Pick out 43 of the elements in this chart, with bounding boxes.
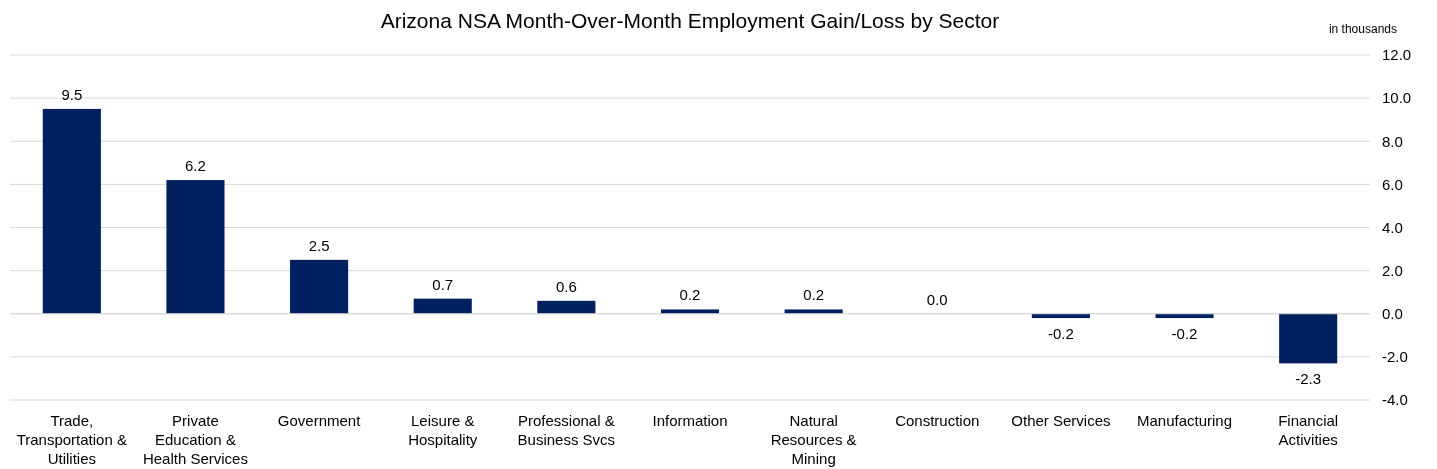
y-tick-label: 6.0	[1382, 175, 1403, 193]
x-tick-label: Other Services	[1011, 412, 1111, 429]
bar	[413, 298, 472, 314]
x-tick-label: Manufacturing	[1137, 412, 1233, 429]
data-label: 0.7	[432, 275, 454, 293]
data-label: -0.2	[1047, 325, 1074, 343]
y-tick-label: 12.0	[1382, 46, 1412, 64]
data-label: 6.2	[185, 157, 206, 175]
data-label: 0.0	[926, 290, 948, 308]
x-tick-label: Leisure & Hospitality	[408, 412, 478, 448]
data-label: -2.3	[1295, 370, 1322, 388]
y-tick-label: -4.0	[1382, 391, 1408, 409]
data-label: 0.6	[555, 277, 577, 295]
x-tick-label: Government	[277, 412, 362, 429]
data-label: 9.5	[61, 85, 83, 103]
y-tick-label: 4.0	[1382, 218, 1403, 236]
bar	[660, 309, 720, 314]
y-tick-label: 0.0	[1382, 305, 1403, 323]
x-tick-label: Private Education & Health Services	[142, 412, 248, 467]
bar	[1279, 313, 1338, 364]
y-tick-label: 8.0	[1382, 132, 1403, 150]
bar	[537, 300, 596, 314]
x-tick-label: Construction	[895, 412, 980, 429]
bar	[1155, 313, 1214, 319]
x-tick-label: Information	[652, 412, 728, 429]
x-tick-label: Natural Resources & Mining	[770, 412, 857, 467]
text: in thousands	[1328, 22, 1397, 36]
data-label: -0.2	[1171, 325, 1198, 343]
y-tick-label: 10.0	[1382, 89, 1412, 107]
data-label: 0.2	[679, 286, 701, 304]
data-label: 0.2	[803, 286, 825, 304]
bar	[42, 108, 101, 314]
x-tick-label: Trade, Transportation & Utilities	[16, 412, 127, 467]
bar	[1031, 313, 1090, 319]
y-tick-label: 2.0	[1382, 261, 1403, 279]
bar	[166, 180, 225, 314]
x-tick-label: Professional & Business Svcs	[517, 412, 616, 448]
chart-title: Arizona NSA Month-Over-Month Employment Gain/Loss by Sector	[380, 9, 1000, 32]
bar	[784, 309, 843, 314]
x-tick-label: Financial Activities	[1278, 412, 1339, 448]
data-label: 2.5	[308, 236, 330, 254]
y-tick-label: -2.0	[1382, 348, 1408, 366]
bar	[290, 259, 349, 314]
